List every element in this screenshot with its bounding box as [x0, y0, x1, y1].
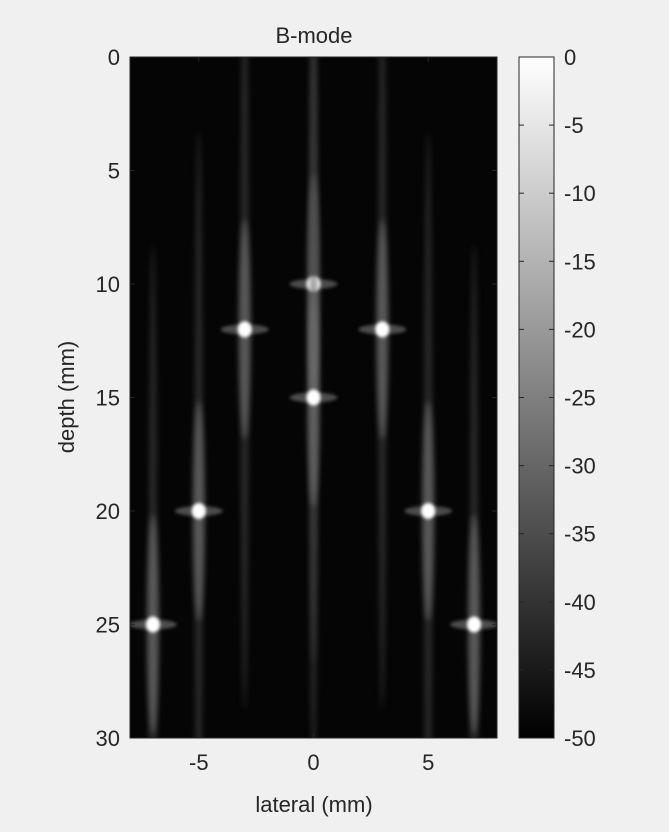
y-tick-label: 25 [96, 613, 120, 638]
scatterer-6 [130, 244, 177, 738]
scatterer-core [375, 321, 390, 338]
y-tick-label: 30 [96, 726, 120, 751]
x-axis-label: lateral (mm) [255, 792, 372, 817]
scatterer-3 [358, 57, 407, 710]
x-tick-label: 5 [422, 750, 434, 775]
y-tick-label: 5 [108, 159, 120, 184]
chart-title: B-mode [275, 23, 352, 48]
colorbar-tick-label: -35 [564, 522, 596, 547]
y-tick-label: 15 [96, 386, 120, 411]
colorbar-tick-label: -5 [564, 113, 584, 138]
colorbar-tick-label: -45 [564, 658, 596, 683]
axes: -5 0 5 0 5 10 15 20 25 30 [96, 45, 498, 775]
scatterer-5 [404, 131, 453, 738]
y-tick-label: 20 [96, 499, 120, 524]
colorbar-tick-label: -20 [564, 317, 596, 342]
b-mode-image [130, 57, 497, 738]
scatterer-2 [220, 57, 269, 710]
scatterer-core [145, 616, 160, 633]
scatterer-core [191, 503, 206, 519]
y-tick-label: 0 [108, 45, 120, 70]
x-tick-label: 0 [307, 750, 319, 775]
x-tick-label: -5 [189, 750, 209, 775]
scatterer-7 [450, 244, 497, 738]
colorbar-tick-label: -25 [564, 386, 596, 411]
scatterer-core [306, 389, 321, 406]
colorbar-tick-label: -10 [564, 181, 596, 206]
colorbar-tick-label: -40 [564, 590, 596, 615]
colorbar-tick-label: -50 [564, 726, 596, 751]
scatterer-1 [289, 57, 338, 738]
scatterer-core [237, 321, 252, 338]
colorbar-tick-label: -15 [564, 249, 596, 274]
colorbar-tick-label: -30 [564, 454, 596, 479]
y-tick-label: 10 [96, 272, 120, 297]
scatterer-core [467, 616, 482, 633]
colorbar [518, 56, 555, 739]
scatterer-core [421, 503, 436, 519]
scatterer-4 [174, 131, 223, 738]
y-axis-label: depth (mm) [54, 341, 79, 453]
colorbar-tick-label: 0 [564, 45, 576, 70]
colorbar-ticks: 0 -5 -10 -15 -20 -25 -30 -35 -40 -45 -50 [519, 45, 596, 751]
